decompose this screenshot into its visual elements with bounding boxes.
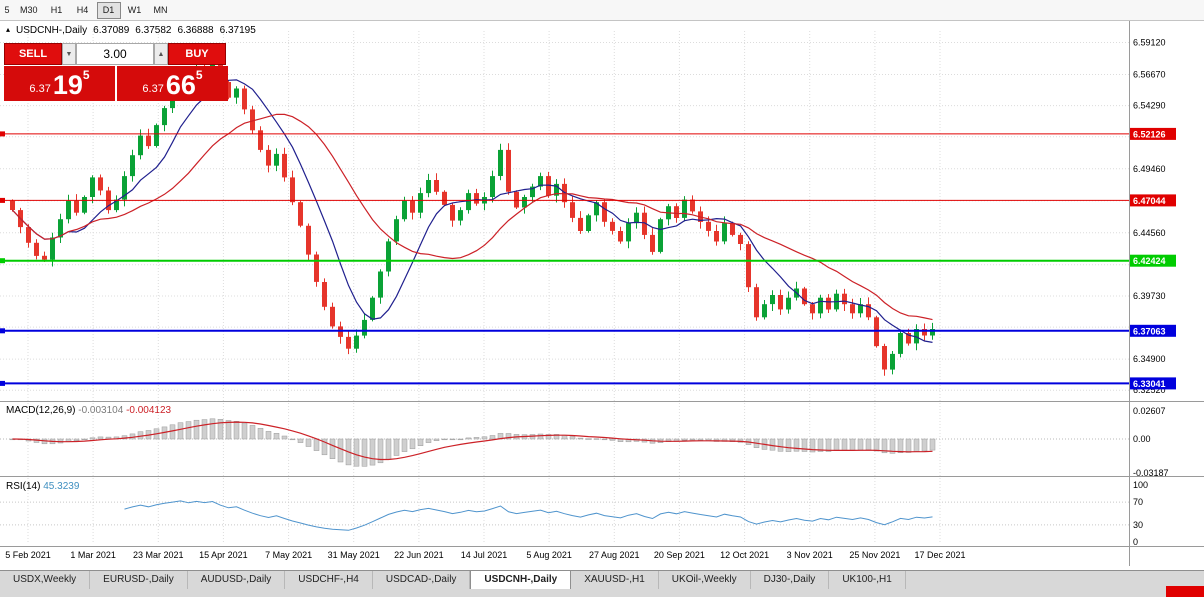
rsi-indicator-label: RSI(14) 45.3239 xyxy=(6,481,79,492)
price-chart[interactable]: 6.59120 6.56670 6.54290 6.49460 6.44560 6.397… xyxy=(0,21,1204,570)
macd-indicator-label: MACD(12,26,9) -0.003104 -0.004123 xyxy=(6,405,171,416)
timeframe-h4[interactable]: H4 xyxy=(71,2,95,19)
svg-text:23 Mar 2021: 23 Mar 2021 xyxy=(133,550,184,560)
svg-text:0: 0 xyxy=(1133,537,1138,547)
svg-text:5 Feb 2021: 5 Feb 2021 xyxy=(5,550,51,560)
ask-price-big: 66 xyxy=(165,70,196,100)
tab-audusd-daily[interactable]: AUDUSD-,Daily xyxy=(188,571,286,590)
ohlc-high: 6.37582 xyxy=(135,25,172,36)
price-axis: 6.59120 6.56670 6.54290 6.49460 6.44560 6.397… xyxy=(1133,38,1169,548)
svg-text:0.00: 0.00 xyxy=(1133,434,1151,444)
volume-increase-icon[interactable]: ▲ xyxy=(154,43,168,65)
svg-text:-0.03187: -0.03187 xyxy=(1133,468,1169,478)
svg-text:6.54290: 6.54290 xyxy=(1133,101,1166,111)
rsi-panel xyxy=(0,500,1129,531)
svg-text:6.56670: 6.56670 xyxy=(1133,70,1166,80)
tab-usdx-weekly[interactable]: USDX,Weekly xyxy=(0,571,91,590)
ohlc-open: 6.37089 xyxy=(93,25,130,36)
tab-usdchf-h4[interactable]: USDCHF-,H4 xyxy=(285,571,373,590)
status-indicator xyxy=(1166,586,1204,597)
chart-ohlc-header: ▴ USDCNH-,Daily 6.37089 6.37582 6.36888 … xyxy=(6,25,256,36)
svg-text:6.37063: 6.37063 xyxy=(1133,326,1166,336)
panel-separators[interactable] xyxy=(0,21,1204,566)
svg-text:27 Aug 2021: 27 Aug 2021 xyxy=(589,550,640,560)
date-axis: 5 Feb 2021 1 Mar 2021 23 Mar 2021 15 Apr 20… xyxy=(5,550,965,560)
rsi-name: RSI(14) xyxy=(6,481,41,492)
tab-usdcnh-daily[interactable]: USDCNH-,Daily xyxy=(470,571,572,590)
tab-eurusd-daily[interactable]: EURUSD-,Daily xyxy=(90,571,188,590)
buy-button[interactable]: BUY xyxy=(168,43,226,65)
horizontal-gridlines xyxy=(0,42,1129,391)
macd-panel xyxy=(0,418,1129,467)
svg-text:6.44560: 6.44560 xyxy=(1133,228,1166,238)
chart-area: 6.59120 6.56670 6.54290 6.49460 6.44560 6.397… xyxy=(0,21,1204,570)
svg-text:3 Nov 2021: 3 Nov 2021 xyxy=(787,550,833,560)
timeframe-h1[interactable]: H1 xyxy=(45,2,69,19)
svg-text:6.49460: 6.49460 xyxy=(1133,164,1166,174)
svg-text:6.39730: 6.39730 xyxy=(1133,291,1166,301)
one-click-trade-panel: SELL ▼ ▲ BUY 6.37 19 5 6.37 66 5 xyxy=(4,43,228,101)
svg-text:6.52126: 6.52126 xyxy=(1133,129,1166,139)
chart-symbol-label: USDCNH-,Daily xyxy=(16,25,88,36)
svg-text:70: 70 xyxy=(1133,497,1143,507)
svg-text:25 Nov 2021: 25 Nov 2021 xyxy=(849,550,900,560)
macd-main-value: -0.003104 xyxy=(78,405,124,416)
macd-name: MACD(12,26,9) xyxy=(6,405,76,416)
bid-price-box[interactable]: 6.37 19 5 xyxy=(4,66,115,101)
ohlc-low: 6.36888 xyxy=(177,25,214,36)
collapse-panel-icon[interactable]: ▴ xyxy=(6,25,11,34)
bid-price-big: 19 xyxy=(52,70,83,100)
timeframe-w1[interactable]: W1 xyxy=(123,2,147,19)
svg-text:22 Jun 2021: 22 Jun 2021 xyxy=(394,550,444,560)
timeframe-m15[interactable]: 5 xyxy=(1,2,13,19)
svg-text:5 Aug 2021: 5 Aug 2021 xyxy=(526,550,572,560)
svg-text:6.32520: 6.32520 xyxy=(1133,385,1166,395)
chart-tabs-bar: USDX,Weekly EURUSD-,Daily AUDUSD-,Daily … xyxy=(0,570,1204,590)
svg-text:15 Apr 2021: 15 Apr 2021 xyxy=(199,550,248,560)
svg-text:6.47044: 6.47044 xyxy=(1133,196,1166,206)
timeframe-d1[interactable]: D1 xyxy=(96,1,121,19)
tab-ukoil-weekly[interactable]: UKOil-,Weekly xyxy=(659,571,751,590)
timeframe-toolbar: 5 M30 H1 H4 D1 W1 MN xyxy=(0,0,1204,21)
svg-text:0.02607: 0.02607 xyxy=(1133,406,1166,416)
tab-xauusd-h1[interactable]: XAUUSD-,H1 xyxy=(571,571,659,590)
svg-text:6.33041: 6.33041 xyxy=(1133,379,1166,389)
svg-text:17 Dec 2021: 17 Dec 2021 xyxy=(914,550,965,560)
horizontal-lines[interactable] xyxy=(0,131,1129,386)
tab-uk100-h1[interactable]: UK100-,H1 xyxy=(829,571,906,590)
line-price-tags: 6.52126 6.47044 6.42424 6.37063 6.33041 xyxy=(1130,127,1176,390)
svg-text:7 May 2021: 7 May 2021 xyxy=(265,550,312,560)
svg-text:6.42424: 6.42424 xyxy=(1133,256,1166,266)
tab-usdcad-daily[interactable]: USDCAD-,Daily xyxy=(373,571,471,590)
ask-price-prefix: 6.37 xyxy=(142,83,164,95)
tab-dj30-daily[interactable]: DJ30-,Daily xyxy=(751,571,830,590)
svg-text:6.34900: 6.34900 xyxy=(1133,354,1166,364)
status-strip xyxy=(0,589,1204,597)
svg-text:31 May 2021: 31 May 2021 xyxy=(328,550,380,560)
svg-text:6.59120: 6.59120 xyxy=(1133,38,1166,48)
bid-price-prefix: 6.37 xyxy=(29,83,51,95)
timeframe-mn[interactable]: MN xyxy=(149,2,173,19)
svg-text:12 Oct 2021: 12 Oct 2021 xyxy=(720,550,769,560)
svg-text:1 Mar 2021: 1 Mar 2021 xyxy=(70,550,116,560)
macd-signal-value: -0.004123 xyxy=(126,405,172,416)
svg-text:100: 100 xyxy=(1133,480,1148,490)
bid-price-pip: 5 xyxy=(82,68,90,82)
sell-button[interactable]: SELL xyxy=(4,43,62,65)
ask-price-box[interactable]: 6.37 66 5 xyxy=(117,66,228,101)
ask-price-pip: 5 xyxy=(195,68,203,82)
svg-text:14 Jul 2021: 14 Jul 2021 xyxy=(461,550,508,560)
volume-decrease-icon[interactable]: ▼ xyxy=(62,43,76,65)
volume-input[interactable] xyxy=(76,43,154,65)
ohlc-close: 6.37195 xyxy=(219,25,256,36)
rsi-value: 45.3239 xyxy=(43,481,80,492)
timeframe-m30[interactable]: M30 xyxy=(15,2,43,19)
svg-text:20 Sep 2021: 20 Sep 2021 xyxy=(654,550,705,560)
svg-text:30: 30 xyxy=(1133,520,1143,530)
